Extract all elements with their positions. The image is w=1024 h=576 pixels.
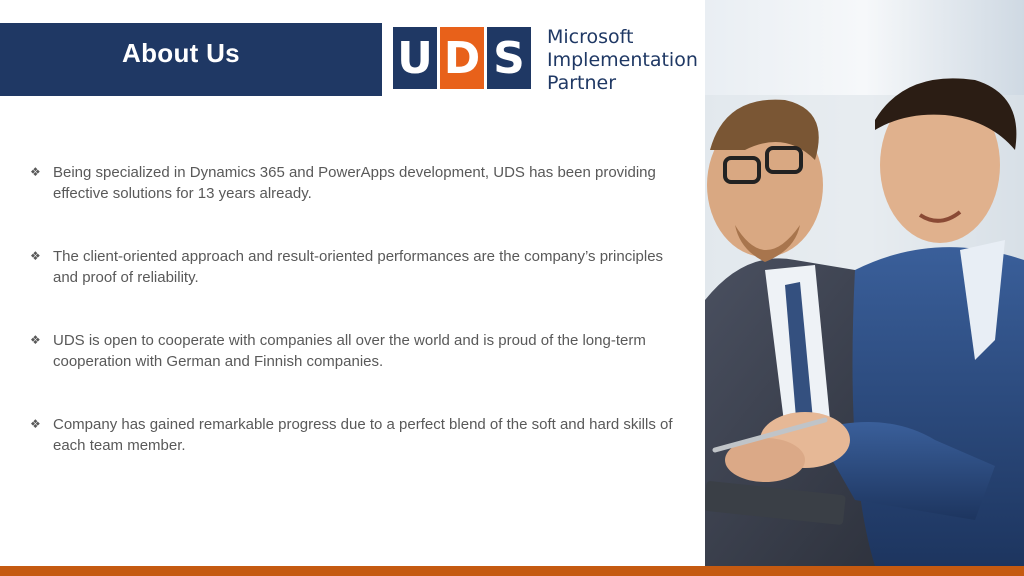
four-diamond-bullet-icon: ❖ xyxy=(30,333,41,347)
partner-line-1: Microsoft xyxy=(547,26,634,48)
about-bullet-list: ❖ Being specialized in Dynamics 365 and … xyxy=(30,162,680,498)
bullet-item: ❖ Company has gained remarkable progress… xyxy=(30,414,680,456)
photo-illustration xyxy=(705,0,1024,566)
partner-badge-text: Microsoft Implementation Partner xyxy=(547,26,717,95)
partner-line-2: Implementation xyxy=(547,49,698,71)
logo-letter-d: D xyxy=(440,27,484,89)
bullet-text: UDS is open to cooperate with companies … xyxy=(53,332,646,370)
bullet-text: Company has gained remarkable progress d… xyxy=(53,416,673,454)
bottom-accent-bar xyxy=(0,566,1024,576)
bullet-item: ❖ Being specialized in Dynamics 365 and … xyxy=(30,162,680,204)
page-title: About Us xyxy=(122,38,240,68)
four-diamond-bullet-icon: ❖ xyxy=(30,165,41,179)
title-banner xyxy=(0,23,382,96)
logo-letter-u: U xyxy=(393,27,437,89)
bullet-item: ❖ The client-oriented approach and resul… xyxy=(30,246,680,288)
four-diamond-bullet-icon: ❖ xyxy=(30,417,41,431)
logo-letter-s: S xyxy=(487,27,531,89)
bullet-text: The client-oriented approach and result-… xyxy=(53,248,664,286)
bullet-item: ❖ UDS is open to cooperate with companie… xyxy=(30,330,680,372)
partner-line-3: Partner xyxy=(547,72,617,94)
business-team-photo xyxy=(705,0,1024,566)
four-diamond-bullet-icon: ❖ xyxy=(30,249,41,263)
bullet-text: Being specialized in Dynamics 365 and Po… xyxy=(53,164,656,202)
